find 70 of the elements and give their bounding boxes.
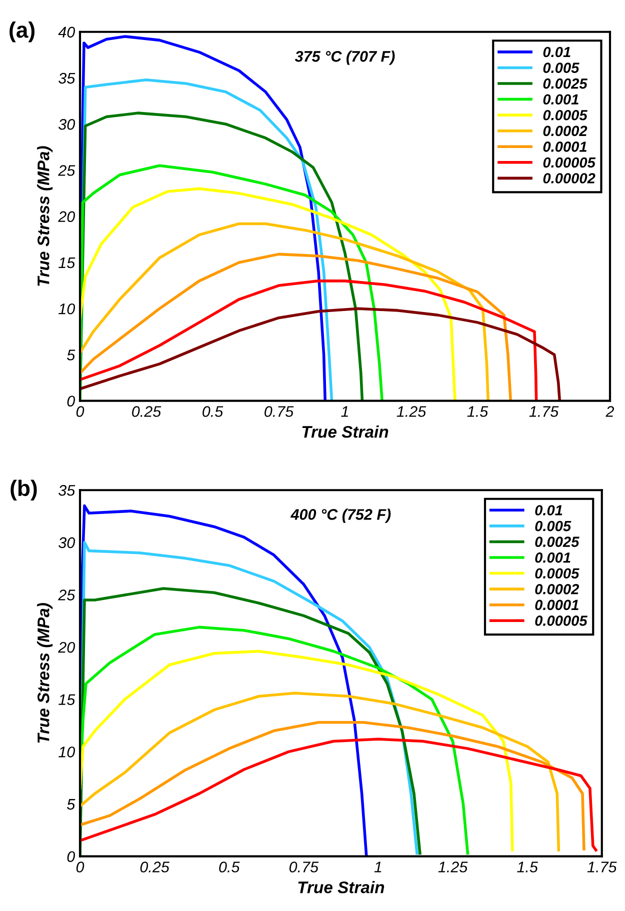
legend-label: 0.0001 [543,142,587,152]
y-tick-label: 30 [58,537,76,548]
y-axis-title: True Stress (MPa) [37,603,53,743]
legend-label: 0.005 [535,520,572,532]
legend-label: 0.001 [535,552,570,563]
y-tick-label: 40 [58,26,76,38]
x-tick-label: 0.5 [219,862,240,872]
legend-label: 0.0025 [535,536,580,547]
x-tick-label: 0.5 [202,406,224,417]
y-tick-label: 25 [58,165,76,176]
line-series [80,626,470,855]
x-tick-label: 1.25 [396,406,426,417]
y-tick-label: 15 [58,258,76,268]
line-series [80,187,456,401]
legend-label: 0.00005 [535,616,588,626]
legend-label: 0.0005 [535,568,580,579]
line-series [80,650,514,852]
legend-label: 0.01 [535,505,562,516]
y-tick-label: 25 [58,590,76,600]
x-tick-label: 1.75 [587,862,617,872]
x-tick-label: 0.75 [264,406,294,417]
line-series [80,307,562,401]
y-tick-label: 15 [58,694,76,706]
line-series [80,222,490,401]
legend-label: 0.0002 [543,126,588,136]
line-series [80,738,598,852]
x-tick-label: 0.25 [140,862,170,872]
x-tick-label: 1.5 [467,406,488,417]
x-tick-label: 1.25 [438,862,468,872]
x-tick-label: 0.25 [132,406,162,417]
x-axis-title: True Strain [302,426,388,438]
y-tick-label: 35 [58,72,76,84]
y-tick-label: 10 [58,303,76,314]
legend-label: 0.0005 [543,110,588,120]
line-series [80,692,560,852]
x-tick-label: 2 [606,406,614,417]
y-tick-label: 0 [67,851,76,862]
annotation: 375 °C (707 F) [294,50,395,65]
legend-label: 0.005 [543,62,580,73]
legend-label: 0.01 [543,46,570,58]
y-tick-label: 30 [58,118,76,130]
y-axis-title: True Stress (MPa) [37,146,53,286]
legend-label: 0.00005 [543,157,596,168]
text: (a) [10,22,35,42]
x-tick-label: 1 [374,862,382,872]
x-tick-label: 0 [76,406,84,417]
line-series [80,164,384,401]
y-tick-label: 0 [67,396,76,407]
x-tick-label: 1 [341,406,348,417]
legend-label: 0.0002 [535,584,580,594]
line-series [80,280,538,401]
legend-label: 0.0025 [543,78,588,89]
y-tick-label: 20 [58,211,76,222]
line-series [80,721,586,850]
y-tick-label: 20 [58,642,76,653]
x-axis-title: True Strain [298,881,384,894]
legend-label: 0.001 [543,94,578,105]
y-tick-label: 5 [66,350,76,360]
y-tick-label: 35 [58,484,76,496]
x-tick-label: 0.75 [289,862,319,872]
x-tick-label: 0 [76,862,84,872]
line-series [80,252,512,401]
text: (b) [10,480,37,500]
legend-label: 0.00002 [543,173,596,184]
legend-label: 0.0001 [535,600,578,610]
x-tick-label: 1.75 [529,406,559,417]
x-tick-label: 1.5 [517,862,538,872]
annotation: 400 °C (752 F) [290,508,391,523]
y-tick-label: 5 [66,799,76,810]
y-tick-label: 10 [58,746,76,758]
